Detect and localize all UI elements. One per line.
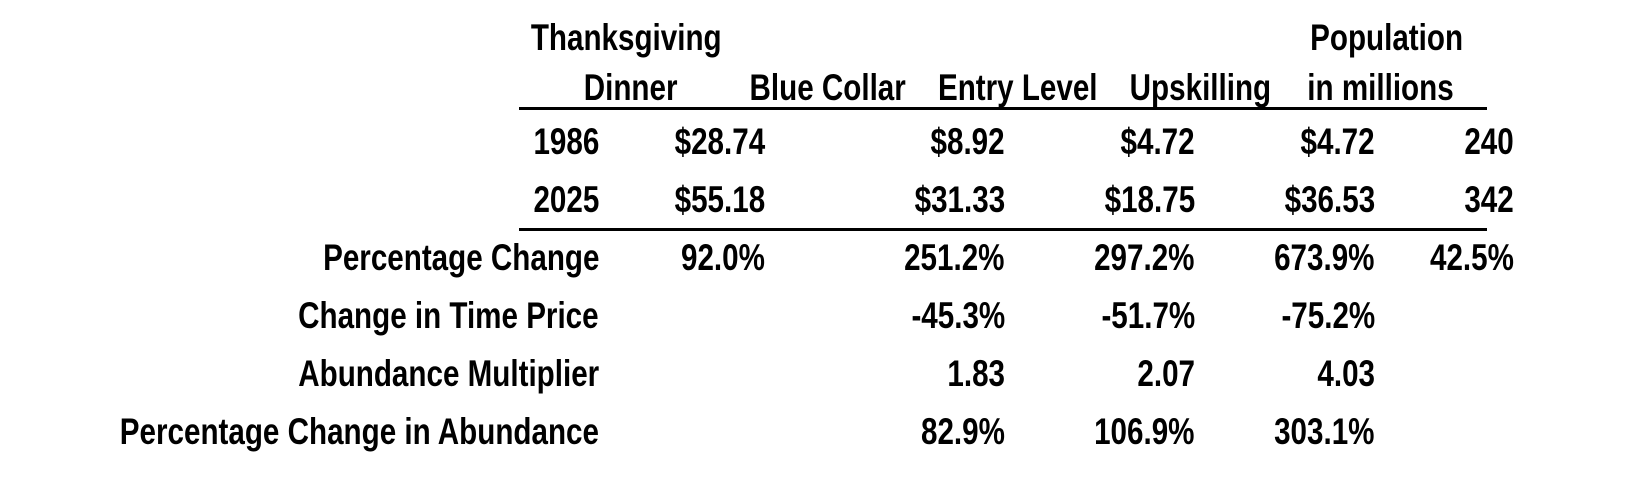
table-cell: $4.72 [1300,120,1375,162]
table-cell: 297.2% [1094,236,1195,278]
table-cell: 4.03 [1317,352,1375,394]
table-cell: 251.2% [904,236,1005,278]
table-cell: $55.18 [674,178,765,220]
table-cell: 240 [1464,120,1514,162]
header-text: in millions [1306,67,1454,108]
table-cell: $28.74 [674,120,765,162]
row-label: Abundance Multiplier [298,352,599,394]
table-cell: 2.07 [1137,352,1195,394]
column-header-population-line2: in millions [1230,69,1530,106]
table-cell: 342 [1464,178,1514,220]
table-cell: $18.75 [1104,178,1195,220]
table-row-abundance-multiplier: Abundance Multiplier 1.83 2.07 4.03 [0,344,1520,402]
header-text: Entry Level [938,67,1098,108]
header-text: Thanksgiving [530,17,722,58]
body-divider-line [519,228,1487,231]
column-header-thanksgiving-line1: Thanksgiving [476,19,776,56]
row-label: Change in Time Price [298,294,599,336]
table-cell [1381,286,1520,344]
column-header-thanksgiving-dinner: Dinner [481,69,781,106]
table-cell [1381,344,1520,402]
table-cell: 106.9% [1094,410,1195,452]
table-cell: 82.9% [921,410,1005,452]
table-cell: $36.53 [1284,178,1375,220]
row-label: Percentage Change in Abundance [119,410,599,452]
table-cell [607,402,771,460]
results-table: 1986 $28.74 $8.92 $4.72 $4.72 240 2025 $… [0,112,1520,460]
table-cell: 1.83 [947,352,1005,394]
column-header-blue-collar: Blue Collar [678,69,978,106]
table-row-2025: 2025 $55.18 $31.33 $18.75 $36.53 342 [0,170,1520,228]
table-cell: -51.7% [1101,294,1195,336]
table-cell [1381,402,1520,460]
column-header-entry-level: Entry Level [868,69,1168,106]
table-cell [607,286,771,344]
column-header-upskilling: Upskilling [1050,69,1350,106]
table-cell [607,344,771,402]
table-row-change-in-time-price: Change in Time Price -45.3% -51.7% -75.2… [0,286,1520,344]
table-cell: $4.72 [1120,120,1195,162]
header-text: Population [1310,17,1464,58]
row-label: Percentage Change [322,236,599,278]
header-text: Blue Collar [749,67,907,108]
table-cell: 92.0% [681,236,765,278]
table-cell: 673.9% [1274,236,1375,278]
table-cell: $31.33 [914,178,1005,220]
header-text: Dinner [584,67,678,108]
table-cell: -75.2% [1281,294,1375,336]
row-label: 1986 [533,120,599,162]
table-cell: -45.3% [911,294,1005,336]
table-cell: 42.5% [1430,236,1514,278]
table-row-percentage-change: Percentage Change 92.0% 251.2% 297.2% 67… [0,228,1520,286]
table-cell: 303.1% [1274,410,1375,452]
table-row-1986: 1986 $28.74 $8.92 $4.72 $4.72 240 [0,112,1520,170]
table-row-percentage-change-in-abundance: Percentage Change in Abundance 82.9% 106… [0,402,1520,460]
row-label: 2025 [533,178,599,220]
table-cell: $8.92 [930,120,1005,162]
header-text: Upskilling [1129,67,1271,108]
header-divider-line [519,107,1487,110]
column-header-population-line1: Population [1237,19,1537,56]
